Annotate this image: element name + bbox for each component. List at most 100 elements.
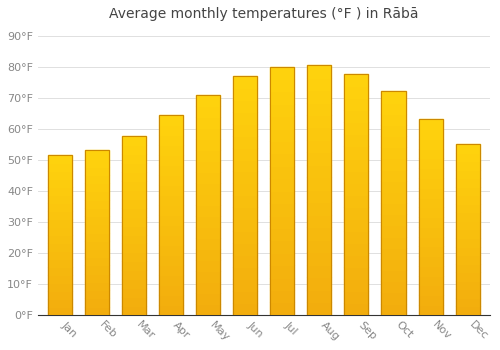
Bar <box>344 74 368 315</box>
Bar <box>382 114 406 125</box>
Bar <box>270 216 294 228</box>
Bar <box>48 203 72 211</box>
Bar <box>270 191 294 203</box>
Bar <box>85 150 109 159</box>
Bar <box>344 183 368 195</box>
Bar <box>270 141 294 153</box>
Bar <box>344 74 368 86</box>
Bar <box>344 134 368 147</box>
Bar <box>270 66 294 79</box>
Bar <box>196 282 220 293</box>
Bar <box>308 265 332 277</box>
Bar <box>308 65 332 315</box>
Bar <box>270 166 294 178</box>
Bar <box>382 248 406 259</box>
Bar <box>196 205 220 216</box>
Bar <box>48 171 72 179</box>
Bar <box>308 252 332 265</box>
Bar <box>418 217 442 227</box>
Bar <box>122 261 146 270</box>
Bar <box>48 291 72 299</box>
Bar <box>122 145 146 154</box>
Bar <box>196 304 220 315</box>
Bar <box>308 65 332 78</box>
Bar <box>159 145 183 155</box>
Bar <box>196 94 220 106</box>
Bar <box>456 204 479 212</box>
Bar <box>456 144 479 315</box>
Bar <box>85 224 109 232</box>
Bar <box>344 98 368 110</box>
Bar <box>382 91 406 315</box>
Bar <box>85 282 109 290</box>
Bar <box>159 115 183 125</box>
Bar <box>344 231 368 243</box>
Bar <box>234 219 258 231</box>
Bar <box>85 307 109 315</box>
Bar <box>159 205 183 215</box>
Bar <box>234 255 258 267</box>
Bar <box>308 202 332 215</box>
Bar <box>382 192 406 203</box>
Bar <box>418 207 442 217</box>
Bar <box>456 272 479 281</box>
Title: Average monthly temperatures (°F ) in Rābā: Average monthly temperatures (°F ) in Rā… <box>109 7 418 21</box>
Bar <box>344 279 368 291</box>
Bar <box>270 129 294 141</box>
Bar <box>344 170 368 183</box>
Bar <box>270 253 294 265</box>
Bar <box>196 106 220 117</box>
Bar <box>418 119 442 315</box>
Bar <box>270 91 294 104</box>
Bar <box>48 211 72 219</box>
Bar <box>456 289 479 298</box>
Bar <box>122 288 146 297</box>
Bar <box>159 175 183 185</box>
Bar <box>382 270 406 281</box>
Bar <box>382 203 406 214</box>
Bar <box>234 136 258 148</box>
Bar <box>456 153 479 161</box>
Bar <box>196 149 220 161</box>
Bar <box>85 290 109 298</box>
Bar <box>270 66 294 315</box>
Bar <box>344 243 368 255</box>
Bar <box>48 283 72 291</box>
Bar <box>270 178 294 191</box>
Bar <box>196 183 220 194</box>
Bar <box>85 208 109 216</box>
Bar <box>456 281 479 289</box>
Bar <box>308 115 332 127</box>
Bar <box>344 255 368 267</box>
Bar <box>308 103 332 115</box>
Bar <box>308 165 332 177</box>
Bar <box>308 153 332 165</box>
Bar <box>308 240 332 252</box>
Bar <box>85 274 109 282</box>
Bar <box>270 116 294 129</box>
Bar <box>308 90 332 103</box>
Bar <box>196 238 220 249</box>
Bar <box>456 170 479 178</box>
Bar <box>85 249 109 257</box>
Bar <box>382 225 406 237</box>
Bar <box>456 161 479 170</box>
Bar <box>418 129 442 139</box>
Bar <box>48 275 72 283</box>
Bar <box>122 172 146 181</box>
Bar <box>48 299 72 307</box>
Bar <box>48 187 72 195</box>
Bar <box>418 139 442 149</box>
Bar <box>196 94 220 315</box>
Bar <box>48 155 72 163</box>
Bar <box>122 234 146 243</box>
Bar <box>382 103 406 114</box>
Bar <box>122 297 146 306</box>
Bar <box>270 290 294 302</box>
Bar <box>85 232 109 241</box>
Bar <box>382 136 406 147</box>
Bar <box>382 303 406 315</box>
Bar <box>270 240 294 253</box>
Bar <box>344 219 368 231</box>
Bar <box>234 76 258 315</box>
